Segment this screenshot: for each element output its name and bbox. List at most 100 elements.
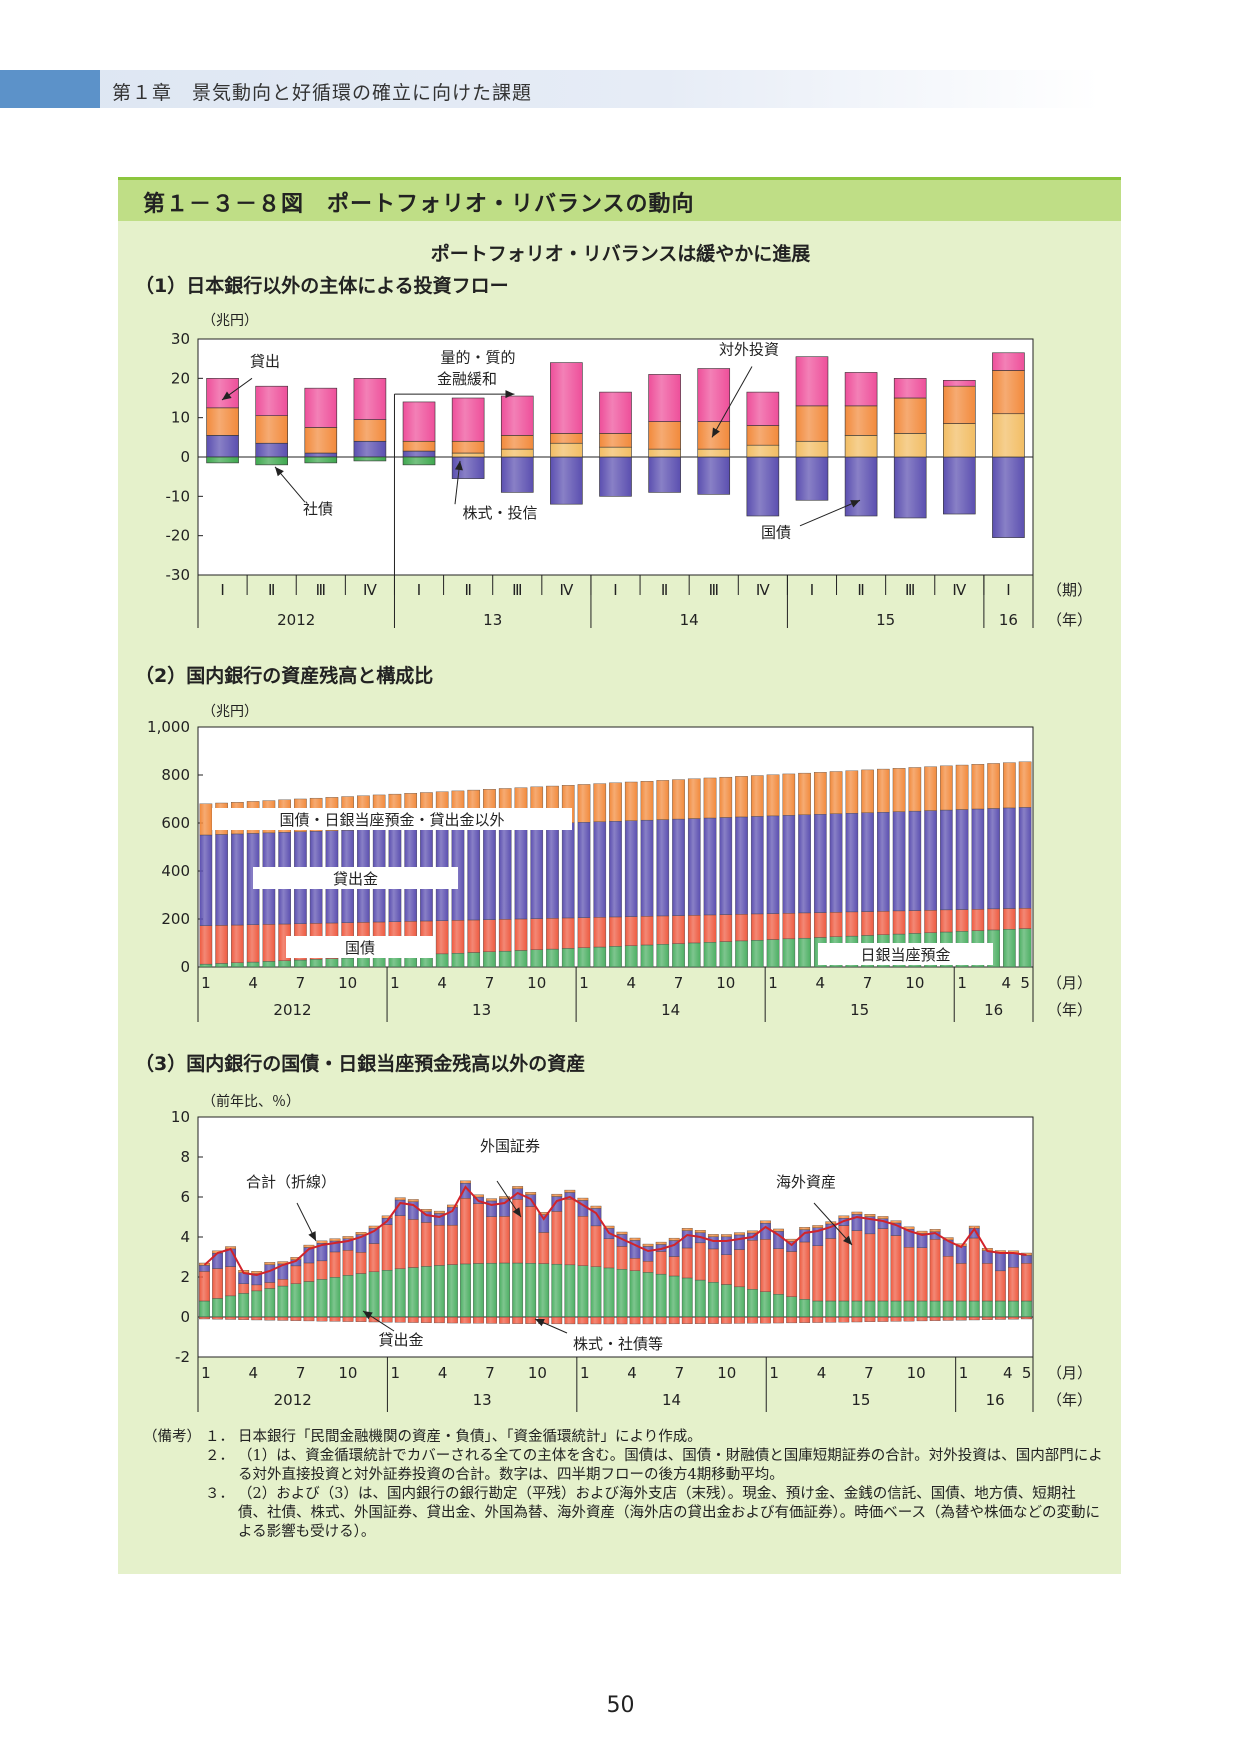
chart1-bar-segment [304, 452, 338, 458]
chart1-bar-segment [255, 415, 288, 444]
chart2-bar-segment [672, 779, 685, 820]
chart1-bar-segment [304, 387, 338, 428]
chart3-bar-segment [707, 1248, 719, 1283]
chart2-bar-segment [262, 924, 276, 962]
chart2-bar-segment [640, 944, 654, 968]
chart3-bar-segment [616, 1316, 628, 1325]
chart1-bar-segment [992, 456, 1025, 538]
chart3-bar-segment [603, 1225, 615, 1229]
chart3-bar-segment [407, 1267, 419, 1318]
chart2-bar-segment [971, 909, 985, 931]
chart3-bar-segment [473, 1203, 484, 1264]
chart2-bar-segment [498, 824, 512, 920]
chart3-bar-segment [838, 1225, 850, 1302]
chart3-bar-segment [786, 1296, 798, 1318]
chart2-label-jgb: 国債 [345, 939, 375, 957]
chart1-bar-segment [599, 456, 632, 497]
chart3-bar-segment [551, 1211, 563, 1265]
chart3-bar-segment [773, 1228, 784, 1232]
chart3-bar-segment [460, 1263, 471, 1318]
chart3-bar-segment [486, 1316, 497, 1324]
chart2-bar-segment [483, 825, 496, 920]
chart3-bar-segment [721, 1284, 732, 1318]
chart3-bar-segment [329, 1316, 341, 1322]
chart2-year-label: 16 [984, 1001, 1003, 1019]
chart2-bar-segment [246, 961, 260, 968]
chart1-arrow-stocks-head [454, 460, 463, 471]
chart2-bar-segment [546, 823, 559, 919]
chart3-bar-segment [786, 1251, 798, 1297]
chart3-month-label: 10 [338, 1364, 357, 1382]
chart3-arrow-foreign-head [512, 1207, 521, 1217]
chart3-bar-segment [707, 1282, 719, 1318]
chart3-bar-segment [773, 1316, 784, 1324]
chart1-category-label: Ⅳ [363, 581, 377, 599]
chart2-bar-segment [624, 916, 638, 946]
chart3-bar-segment [447, 1316, 458, 1324]
chart3-bar-segment [264, 1264, 276, 1283]
chart2-bar-segment [861, 812, 874, 912]
chart3-bar-segment [629, 1316, 641, 1325]
chart1-bar-segment [550, 433, 583, 444]
chart3-bar-segment [851, 1316, 863, 1323]
chart3-bar-segment [368, 1243, 380, 1273]
chart3-bar-segment [655, 1251, 667, 1275]
chart3-bar-segment [316, 1240, 328, 1244]
chart3-bar-segment [407, 1219, 419, 1268]
chart2-bar-segment [609, 946, 622, 968]
chart3-annotation-foreign: 外国証券 [480, 1137, 540, 1155]
chart2-bar-segment [892, 768, 906, 812]
chart2-bar-segment [530, 949, 544, 968]
chart3-bar-segment [512, 1316, 524, 1324]
chart1-arrow-foreign-head [712, 427, 720, 438]
chart3-bar-segment [668, 1275, 680, 1318]
chart1-category-label: Ⅳ [559, 581, 573, 599]
chart2-bar-segment [624, 781, 638, 821]
chart3-bar-segment [694, 1279, 706, 1318]
chart1-bar-segment [648, 374, 681, 422]
chart1-category-label: Ⅱ [857, 581, 864, 599]
chart1-bar-segment [943, 423, 976, 458]
chart3-bar-segment [890, 1300, 902, 1318]
chart2-bar-segment [750, 913, 764, 941]
chart2-bar-segment [955, 764, 969, 810]
chart3-bar-segment [603, 1316, 615, 1325]
chart3-bar-segment [303, 1281, 315, 1318]
chart3-bar-segment [499, 1198, 510, 1217]
chart1-bar-segment [943, 456, 976, 515]
chart3-bar-segment [877, 1300, 889, 1318]
chart2-bar-segment [640, 916, 654, 946]
chart3-bar-segment [238, 1316, 250, 1320]
chart2-bar-segment [1003, 908, 1016, 930]
chart1-bar-segment [844, 456, 878, 517]
chart2-month-label: 10 [338, 974, 357, 992]
chart2-month-label: 5 [1020, 974, 1030, 992]
chart2-bar-segment [467, 825, 481, 921]
chart3-bar-segment [447, 1264, 458, 1318]
chart3-month-label: 5 [1022, 1364, 1032, 1382]
chart2-bar-segment [924, 766, 937, 811]
chart1-y-tick-label: 0 [180, 448, 190, 466]
chart3-bar-segment [773, 1294, 784, 1318]
chart3-bar-segment [734, 1316, 745, 1324]
chart1-arrow-foreign [711, 366, 753, 438]
chart3-bar-segment [734, 1232, 745, 1236]
chart2-bar-segment [498, 950, 512, 968]
page-number: 50 [606, 1693, 635, 1718]
chart2-bar-segment [309, 959, 323, 968]
chart1-bar-segment [893, 433, 927, 458]
chart2-bar-segment [940, 809, 953, 911]
chart1-bar-segment [255, 442, 288, 458]
chart3-bar-segment [1021, 1316, 1032, 1320]
chart2-month-label: 7 [296, 974, 306, 992]
chart2-month-label: 7 [863, 974, 873, 992]
chart3-bar-segment [342, 1316, 354, 1322]
chart3-bar-segment [760, 1239, 771, 1292]
chart2-month-label: 4 [248, 974, 258, 992]
chart2-bar-segment [892, 910, 906, 935]
chart3-bar-segment [212, 1316, 223, 1320]
chart2-bar-segment [231, 962, 244, 968]
chart3-bar-segment [955, 1263, 967, 1302]
chart2-label-other: 国債・日銀当座預金・貸出金以外 [279, 811, 504, 829]
chart3-bar-segment [838, 1215, 850, 1219]
